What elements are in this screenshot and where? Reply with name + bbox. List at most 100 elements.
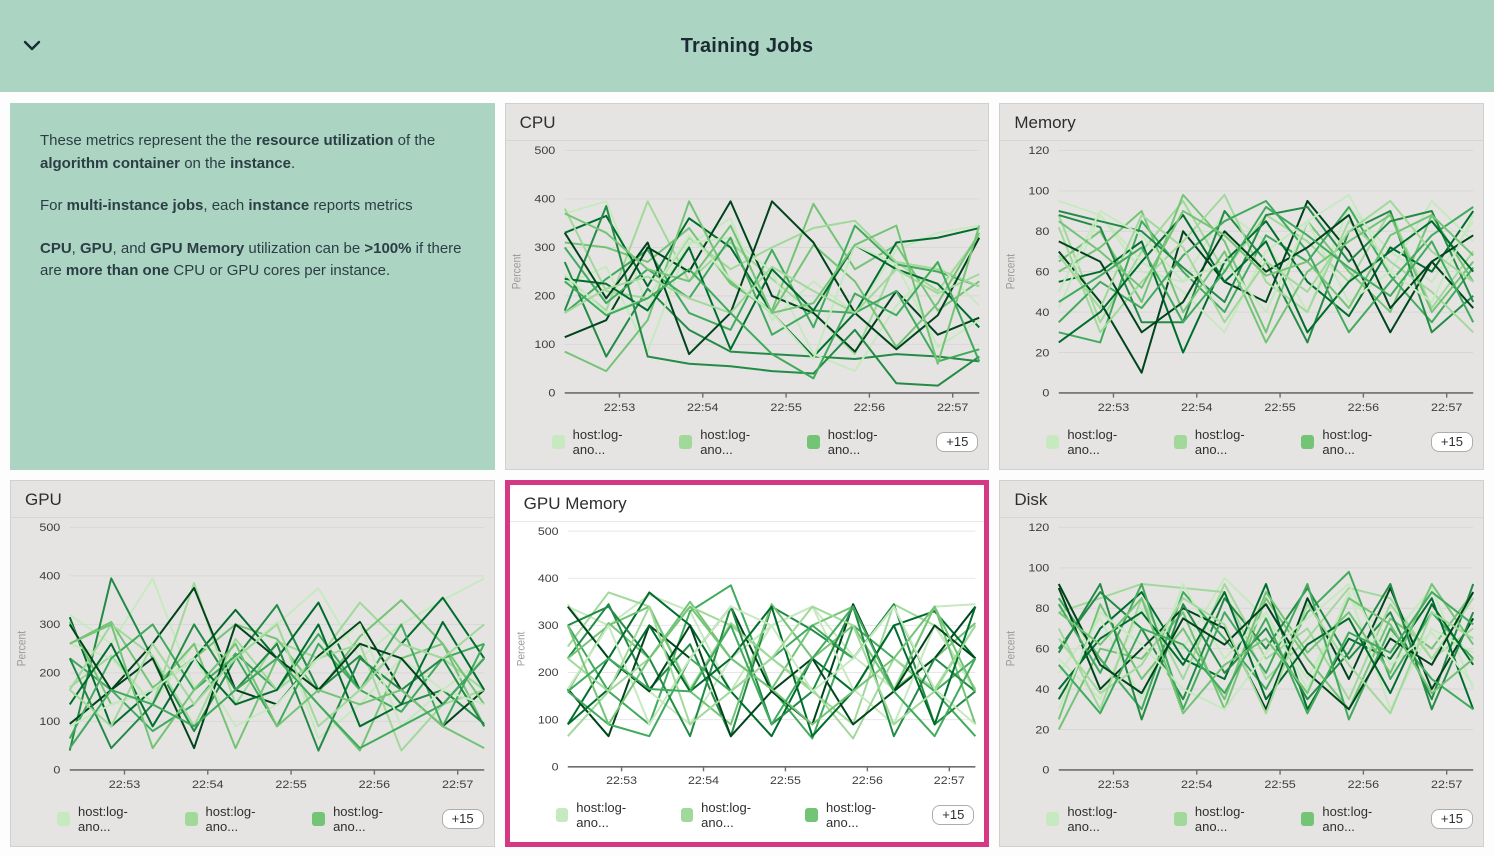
svg-text:40: 40 xyxy=(1036,682,1050,695)
legend-item[interactable]: host:log-ano... xyxy=(680,800,776,830)
series-line xyxy=(1059,211,1473,308)
y-axis-labels: 0 100 200 300 400 500 xyxy=(537,525,558,773)
legend-swatch-icon xyxy=(1301,435,1315,449)
legend-item[interactable]: host:log-ano... xyxy=(1173,427,1272,457)
series-line xyxy=(1059,584,1473,679)
disk-chart-plot[interactable]: 0 20 40 60 80 100 120 Percent 22:53 22:54 22:55 22:… xyxy=(1000,518,1483,800)
legend-item[interactable]: host:log-ano... xyxy=(1301,804,1399,834)
y-axis-title: Percent xyxy=(1006,631,1019,667)
legend-swatch-icon xyxy=(806,435,820,449)
series-line xyxy=(1059,584,1473,709)
svg-text:100: 100 xyxy=(534,338,555,351)
svg-text:22:53: 22:53 xyxy=(603,400,635,413)
legend-item[interactable]: host:log-ano... xyxy=(679,427,777,457)
legend-label: host:log-ano... xyxy=(701,800,752,830)
gpu-chart-plot[interactable]: 0 100 200 300 400 500 Percent 22:53 22:54 22:55 22… xyxy=(11,518,494,800)
legend-more-badge[interactable]: +15 xyxy=(1430,809,1473,829)
svg-text:22:53: 22:53 xyxy=(109,777,141,790)
y-axis-title: Percent xyxy=(511,254,524,290)
legend-swatch-icon xyxy=(551,435,565,449)
svg-text:22:57: 22:57 xyxy=(1431,400,1463,413)
svg-text:22:55: 22:55 xyxy=(275,777,307,790)
legend-swatch-icon xyxy=(312,812,326,826)
series-line xyxy=(567,592,975,736)
svg-text:22:54: 22:54 xyxy=(688,775,720,787)
series-line xyxy=(564,262,978,378)
disk-chart-legend: host:log-ano... host:log-ano... host:log-a… xyxy=(1000,800,1483,846)
legend-more-badge[interactable]: +15 xyxy=(932,805,975,825)
series-line xyxy=(564,206,978,386)
legend-label: host:log-ano... xyxy=(576,800,627,830)
chart-panel-disk: Disk 0 20 40 60 80 100 120 Percent 22:53 22:54 22:… xyxy=(999,480,1484,847)
series-line xyxy=(70,624,484,726)
legend-item[interactable]: host:log-ano... xyxy=(806,427,905,457)
legend-more-badge[interactable]: +15 xyxy=(441,809,484,829)
series-line xyxy=(70,578,484,687)
legend-label: host:log-ano... xyxy=(78,804,128,834)
y-axis-labels: 0 100 200 300 400 500 xyxy=(39,521,60,777)
series-line xyxy=(1059,584,1473,719)
legend-more-badge[interactable]: +15 xyxy=(936,432,979,452)
legend-more-badge[interactable]: +15 xyxy=(1430,432,1473,452)
series-line xyxy=(1059,592,1473,699)
series-line xyxy=(564,267,978,313)
legend-label: host:log-ano... xyxy=(333,804,383,834)
series-lines xyxy=(1059,572,1473,730)
chevron-down-icon xyxy=(23,40,41,51)
gpu-memory-chart-legend: host:log-ano... host:log-ano... host:log-a… xyxy=(510,796,985,842)
svg-text:22:53: 22:53 xyxy=(1098,777,1130,790)
legend-item[interactable]: host:log-ano... xyxy=(1046,804,1144,834)
legend-item[interactable]: host:log-ano... xyxy=(1046,427,1144,457)
series-line xyxy=(564,201,978,320)
series-line xyxy=(1059,195,1473,312)
legend-item[interactable]: host:log-ano... xyxy=(551,427,650,457)
y-axis-labels: 0 20 40 60 80 100 120 xyxy=(1029,144,1050,400)
legend-item[interactable]: host:log-ano... xyxy=(805,800,900,830)
legend-swatch-icon xyxy=(1046,435,1060,449)
memory-chart-plot[interactable]: 0 20 40 60 80 100 120 Percent 22:53 22:54 22:55 22:… xyxy=(1000,141,1483,423)
svg-text:22:57: 22:57 xyxy=(933,775,964,787)
svg-text:22:54: 22:54 xyxy=(1181,400,1213,413)
collapse-panel-button[interactable] xyxy=(18,32,46,60)
gpu-memory-chart-plot[interactable]: 0 100 200 300 400 500 Percent 22:53 22:54 22:55 22… xyxy=(510,522,985,796)
legend-swatch-icon xyxy=(680,808,694,822)
svg-text:40: 40 xyxy=(1036,305,1050,318)
svg-text:300: 300 xyxy=(534,241,555,254)
cpu-chart-plot[interactable]: 0 100 200 300 400 500 Percent 22:53 22:54 22:55 22… xyxy=(506,141,989,423)
svg-text:0: 0 xyxy=(1043,763,1050,776)
x-axis: 22:53 22:54 22:55 22:56 22:57 xyxy=(567,767,975,787)
legend-label: host:log-ano... xyxy=(1322,427,1373,457)
legend-item[interactable]: host:log-ano... xyxy=(184,804,283,834)
series-line xyxy=(564,209,978,299)
series-line xyxy=(1059,572,1473,709)
training-jobs-header: Training Jobs xyxy=(0,0,1494,92)
legend-item[interactable]: host:log-ano... xyxy=(312,804,410,834)
series-line xyxy=(1059,201,1473,322)
series-line xyxy=(567,604,975,724)
svg-text:400: 400 xyxy=(39,569,60,582)
y-axis-labels: 0 20 40 60 80 100 120 xyxy=(1029,521,1050,777)
legend-label: host:log-ano... xyxy=(700,427,751,457)
legend-label: host:log-ano... xyxy=(1067,427,1118,457)
legend-swatch-icon xyxy=(805,808,819,822)
chart-panel-gpu-memory-highlighted: GPU Memory 0 100 200 300 400 500 Percent 22:53 2… xyxy=(504,480,990,847)
legend-label: host:log-ano... xyxy=(826,800,876,830)
legend-item[interactable]: host:log-ano... xyxy=(555,800,651,830)
series-line xyxy=(1059,211,1473,352)
svg-text:60: 60 xyxy=(1036,265,1050,278)
chart-title-gpu-memory: GPU Memory xyxy=(509,485,985,522)
chart-title-cpu: CPU xyxy=(505,104,989,141)
legend-item[interactable]: host:log-ano... xyxy=(57,804,155,834)
legend-swatch-icon xyxy=(679,435,693,449)
svg-text:0: 0 xyxy=(53,763,60,776)
legend-swatch-icon xyxy=(555,808,569,822)
series-line xyxy=(567,607,975,737)
page-title: Training Jobs xyxy=(680,34,814,57)
info-paragraph: For multi-instance jobs, each instance r… xyxy=(40,197,413,214)
legend-item[interactable]: host:log-ano... xyxy=(1173,804,1272,834)
legend-swatch-icon xyxy=(1301,812,1315,826)
y-axis-labels: 0 100 200 300 400 500 xyxy=(534,144,555,400)
legend-item[interactable]: host:log-ano... xyxy=(1301,427,1399,457)
